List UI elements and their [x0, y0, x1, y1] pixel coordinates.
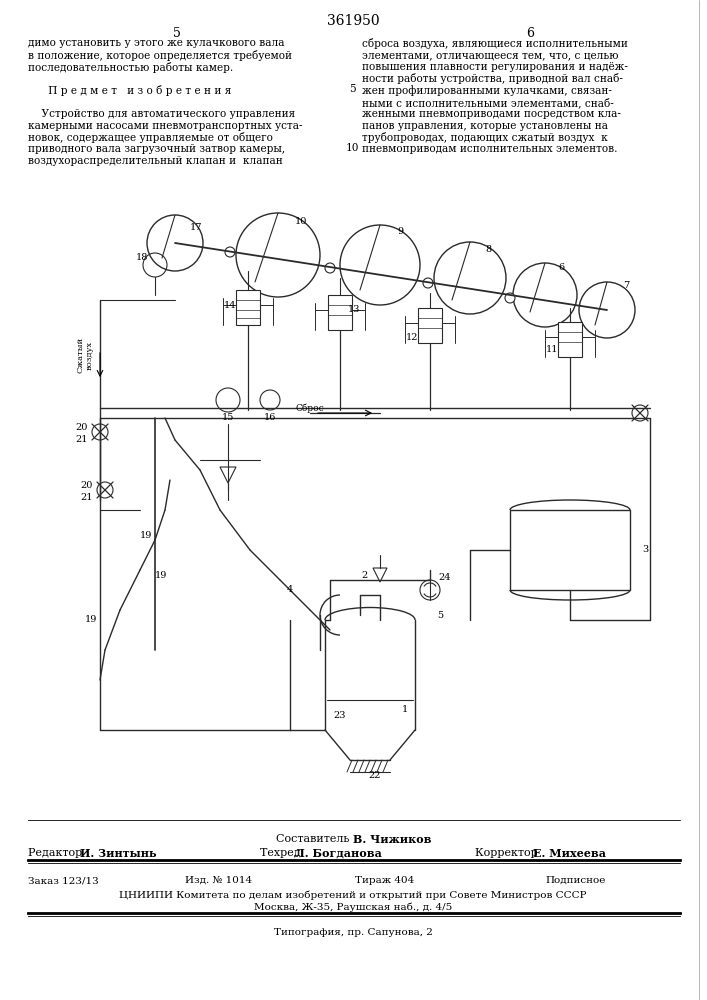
Text: Составитель: Составитель: [276, 834, 353, 844]
Text: Сжатый
воздух: Сжатый воздух: [76, 337, 93, 373]
Text: 361950: 361950: [327, 14, 380, 28]
Text: трубопроводах, подающих сжатый воздух  к: трубопроводах, подающих сжатый воздух к: [362, 132, 608, 143]
Text: 19: 19: [155, 570, 168, 580]
Circle shape: [505, 293, 515, 303]
Text: Типография, пр. Сапунова, 2: Типография, пр. Сапунова, 2: [274, 928, 433, 937]
Circle shape: [325, 263, 335, 273]
Text: воздухораспределительный клапан и  клапан: воздухораспределительный клапан и клапан: [28, 156, 283, 166]
Text: новок, содержащее управляемые от общего: новок, содержащее управляемые от общего: [28, 132, 273, 143]
Text: Заказ 123/13: Заказ 123/13: [28, 876, 99, 885]
Text: женными пневмоприводами посредством кла-: женными пневмоприводами посредством кла-: [362, 109, 621, 119]
Text: 22: 22: [369, 770, 381, 780]
Text: Тираж 404: Тираж 404: [355, 876, 414, 885]
Text: 18: 18: [136, 253, 148, 262]
Text: 2: 2: [362, 570, 368, 580]
Bar: [418, 308, 442, 343]
Bar: [236, 290, 260, 325]
Text: Подписное: Подписное: [545, 876, 605, 885]
Text: 12: 12: [406, 334, 419, 342]
Text: пневмоприводам исполнительных элементов.: пневмоприводам исполнительных элементов.: [362, 144, 617, 154]
Text: 7: 7: [623, 280, 629, 290]
Text: Редактор: Редактор: [28, 848, 86, 858]
Text: Л. Богданова: Л. Богданова: [295, 848, 382, 859]
Circle shape: [92, 424, 108, 440]
Text: 5: 5: [173, 27, 181, 40]
Text: 14: 14: [223, 300, 236, 310]
Text: 19: 19: [140, 530, 153, 540]
Text: 13: 13: [348, 306, 361, 314]
Text: 11: 11: [546, 346, 559, 355]
Text: 21: 21: [76, 434, 88, 444]
Text: панов управления, которые установлены на: панов управления, которые установлены на: [362, 121, 608, 131]
Text: последовательностью работы камер.: последовательностью работы камер.: [28, 62, 233, 73]
Text: 24: 24: [439, 574, 451, 582]
Text: ными с исполнительными элементами, снаб-: ными с исполнительными элементами, снаб-: [362, 97, 614, 108]
Text: приводного вала загрузочный затвор камеры,: приводного вала загрузочный затвор камер…: [28, 144, 285, 154]
Circle shape: [423, 278, 433, 288]
Text: 10: 10: [345, 143, 358, 153]
Text: жен профилированными кулачками, связан-: жен профилированными кулачками, связан-: [362, 85, 612, 96]
Text: камерными насосами пневмотранспортных уста-: камерными насосами пневмотранспортных ус…: [28, 121, 303, 131]
Text: 20: 20: [81, 482, 93, 490]
Text: Техред: Техред: [260, 848, 304, 858]
Text: сброса воздуха, являющиеся исполнительными: сброса воздуха, являющиеся исполнительны…: [362, 38, 628, 49]
Text: Москва, Ж-35, Раушская наб., д. 4/5: Москва, Ж-35, Раушская наб., д. 4/5: [254, 903, 452, 912]
Text: П р е д м е т   и з о б р е т е н и я: П р е д м е т и з о б р е т е н и я: [28, 85, 231, 96]
Text: димо установить у этого же кулачкового вала: димо установить у этого же кулачкового в…: [28, 38, 284, 48]
Bar: [558, 322, 582, 357]
Text: 4: 4: [287, 585, 293, 594]
Text: 20: 20: [76, 424, 88, 432]
Circle shape: [225, 247, 235, 257]
Text: В. Чижиков: В. Чижиков: [353, 834, 431, 845]
Text: 5: 5: [437, 610, 443, 619]
Text: Устройство для автоматического управления: Устройство для автоматического управлени…: [28, 109, 296, 119]
Text: 5: 5: [349, 84, 356, 94]
Text: Корректор: Корректор: [475, 848, 542, 858]
Text: элементами, отличающееся тем, что, с целью: элементами, отличающееся тем, что, с цел…: [362, 50, 619, 60]
Text: И. Зинтынь: И. Зинтынь: [80, 848, 157, 859]
Text: в положение, которое определяется требуемой: в положение, которое определяется требуе…: [28, 50, 292, 61]
Text: повышения плавности регулирования и надёж-: повышения плавности регулирования и надё…: [362, 62, 628, 72]
Text: 6: 6: [526, 27, 534, 40]
Text: Е. Михеева: Е. Михеева: [533, 848, 606, 859]
Text: 3: 3: [642, 546, 648, 554]
Text: 19: 19: [85, 615, 98, 624]
Text: Сброс: Сброс: [295, 403, 324, 413]
Text: 1: 1: [402, 706, 408, 714]
Text: 8: 8: [485, 245, 491, 254]
Text: 15: 15: [222, 414, 234, 422]
Bar: [510, 510, 630, 590]
Text: ности работы устройства, приводной вал снаб-: ности работы устройства, приводной вал с…: [362, 73, 623, 84]
Text: ЦНИИПИ Комитета по делам изобретений и открытий при Совете Министров СССР: ЦНИИПИ Комитета по делам изобретений и о…: [119, 890, 587, 900]
Circle shape: [97, 482, 113, 498]
Text: 21: 21: [81, 492, 93, 502]
Text: 16: 16: [264, 414, 276, 422]
Text: 9: 9: [397, 228, 403, 236]
Circle shape: [632, 405, 648, 421]
Text: 6: 6: [558, 263, 564, 272]
Text: Изд. № 1014: Изд. № 1014: [185, 876, 252, 885]
Text: 10: 10: [295, 218, 307, 227]
Bar: [328, 295, 352, 330]
Text: 23: 23: [334, 710, 346, 720]
Text: 17: 17: [189, 223, 202, 232]
